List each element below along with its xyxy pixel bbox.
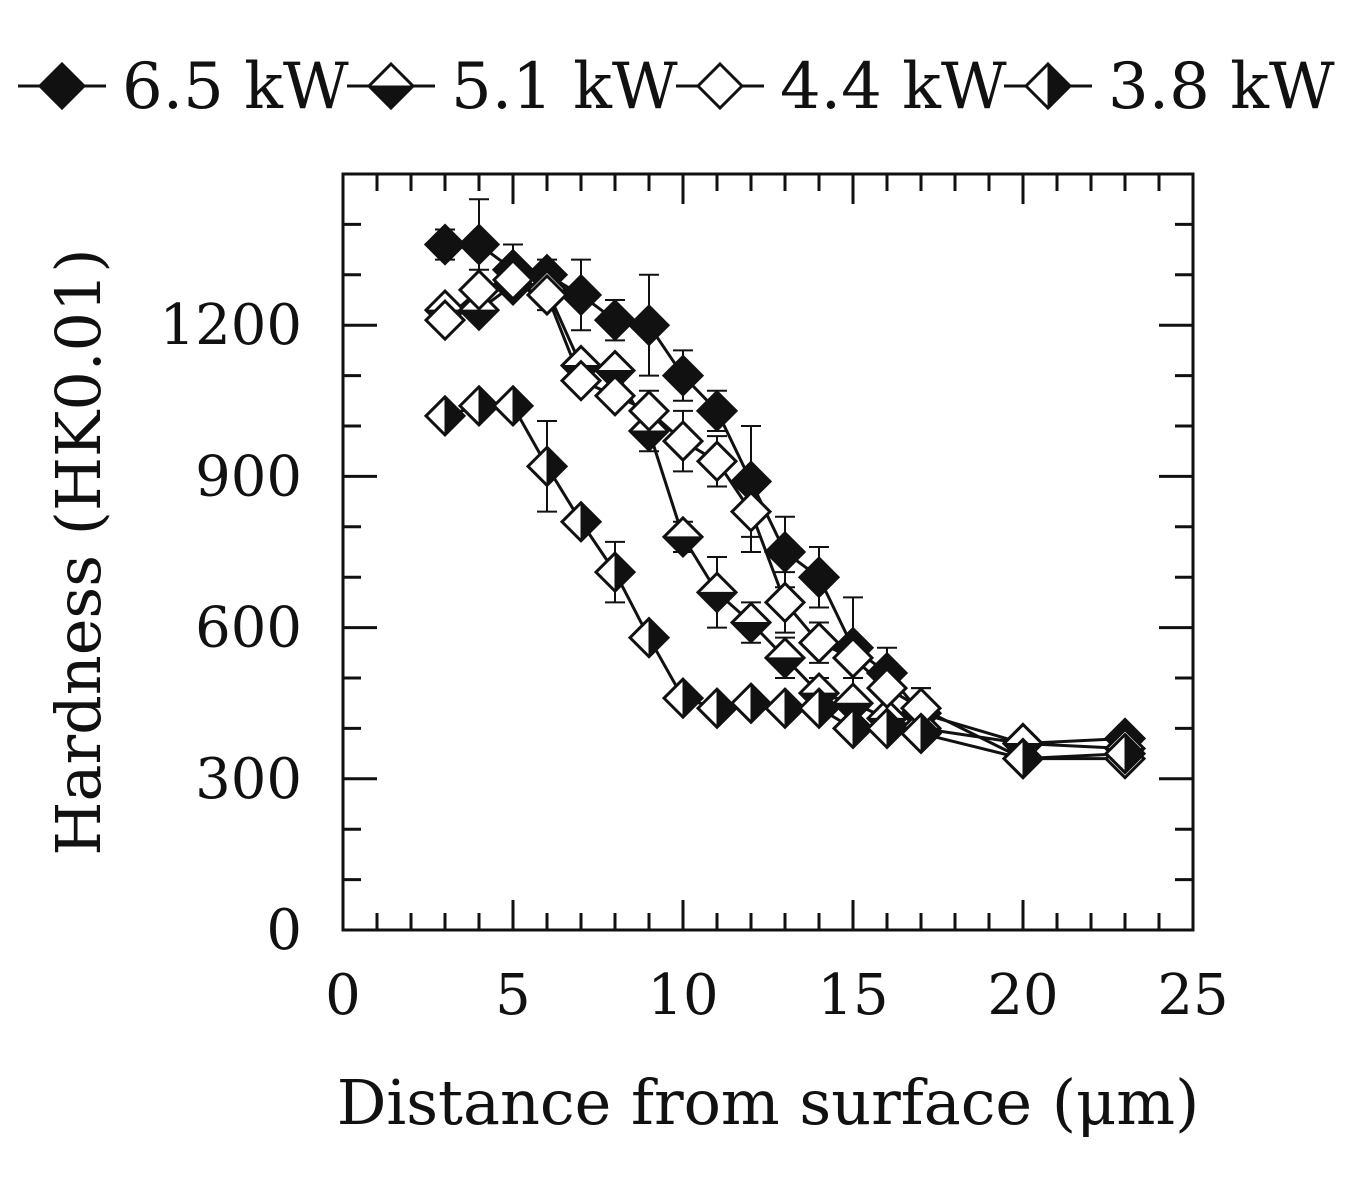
legend-item-5_1-kW: 5.1 kW	[347, 50, 678, 124]
data-point-5_1-kW	[695, 571, 739, 614]
x-tick-label: 25	[1157, 963, 1228, 1028]
data-point-3_8-kW	[593, 551, 637, 594]
y-tick-label: 300	[195, 747, 302, 812]
data-point-3_8-kW	[1103, 732, 1147, 775]
data-point-4_4-kW	[661, 419, 705, 463]
x-tick-label: 10	[647, 963, 718, 1028]
x-axis-title: Distance from surface (μm)	[337, 1066, 1200, 1139]
data-point-4_4-kW	[729, 490, 773, 533]
data-point-4_4-kW	[491, 258, 535, 301]
data-point-4_4-kW	[525, 273, 569, 317]
y-tick-label: 600	[195, 596, 302, 661]
data-point-6_5-kW	[763, 530, 807, 574]
data-point-3_8-kW	[661, 677, 705, 720]
data-point-6_5-kW	[457, 223, 501, 266]
data-point-4_4-kW	[423, 299, 467, 342]
data-point-3_8-kW	[695, 687, 739, 730]
data-point-5_1-kW	[661, 515, 705, 559]
y-tick-label: 0	[266, 898, 302, 963]
data-point-3_8-kW	[423, 394, 467, 438]
data-point-6_5-kW	[661, 354, 705, 397]
data-point-4_4-kW	[695, 440, 739, 483]
data-point-3_8-kW	[457, 384, 501, 427]
y-axis-title: Hardness (HK0.01)	[42, 248, 115, 855]
y-tick-label: 900	[195, 444, 302, 509]
legend-marker-4_4-kW	[695, 61, 745, 111]
data-point-4_4-kW	[865, 666, 909, 710]
legend-label: 5.1 kW	[451, 50, 678, 124]
data-point-5_1-kW	[763, 636, 807, 679]
data-point-3_8-kW	[491, 384, 535, 427]
data-point-3_8-kW	[797, 687, 841, 730]
legend-label: 4.4 kW	[780, 50, 1007, 124]
data-point-4_4-kW	[559, 359, 603, 402]
data-point-6_5-kW	[423, 223, 467, 266]
data-point-4_4-kW	[763, 581, 807, 624]
x-tick-label: 0	[325, 963, 361, 1028]
legend-marker-6_5-kW	[37, 61, 87, 111]
data-point-4_4-kW	[593, 374, 637, 417]
y-tick-label: 1200	[159, 293, 302, 358]
data-point-3_8-kW	[729, 682, 773, 725]
x-tick-labels: 0 5 10 15 20 25	[325, 963, 1228, 1028]
data-point-6_5-kW	[797, 556, 841, 599]
data-point-3_8-kW	[899, 712, 943, 755]
data-point-6_5-kW	[627, 304, 671, 347]
data-point-6_5-kW	[593, 299, 637, 342]
data-point-3_8-kW	[525, 445, 569, 488]
legend-label: 6.5 kW	[122, 50, 349, 124]
legend-item-6_5-kW: 6.5 kW	[18, 50, 349, 124]
data-point-3_8-kW	[559, 500, 603, 543]
y-tick-labels: 0 300 600 900 1200	[159, 293, 302, 963]
data-point-4_4-kW	[457, 268, 501, 312]
legend-label: 3.8 kW	[1108, 50, 1335, 124]
plot-frame	[341, 172, 1195, 932]
series-markers	[423, 223, 1147, 780]
data-point-4_4-kW	[831, 636, 875, 679]
data-point-4_4-kW	[797, 621, 841, 664]
data-point-4_4-kW	[627, 389, 671, 433]
data-point-6_5-kW	[559, 273, 603, 317]
x-tick-label: 5	[495, 963, 531, 1028]
legend-item-3_8-kW: 3.8 kW	[1004, 50, 1335, 124]
data-point-3_8-kW	[831, 707, 875, 750]
data-point-3_8-kW	[627, 616, 671, 659]
data-point-3_8-kW	[763, 687, 807, 730]
data-point-3_8-kW	[865, 707, 909, 750]
data-point-3_8-kW	[1001, 737, 1045, 780]
x-tick-label: 15	[817, 963, 888, 1028]
data-point-5_1-kW	[729, 601, 773, 644]
legend-marker-5_1-kW	[366, 61, 416, 111]
legend-marker-3_8-kW	[1023, 61, 1073, 111]
legend-item-4_4-kW: 4.4 kW	[676, 50, 1007, 124]
legend: 6.5 kW 5.1 kW 4.4 kW 3.8 kW	[18, 50, 1335, 124]
data-point-6_5-kW	[695, 389, 739, 433]
x-tick-label: 20	[987, 963, 1058, 1028]
